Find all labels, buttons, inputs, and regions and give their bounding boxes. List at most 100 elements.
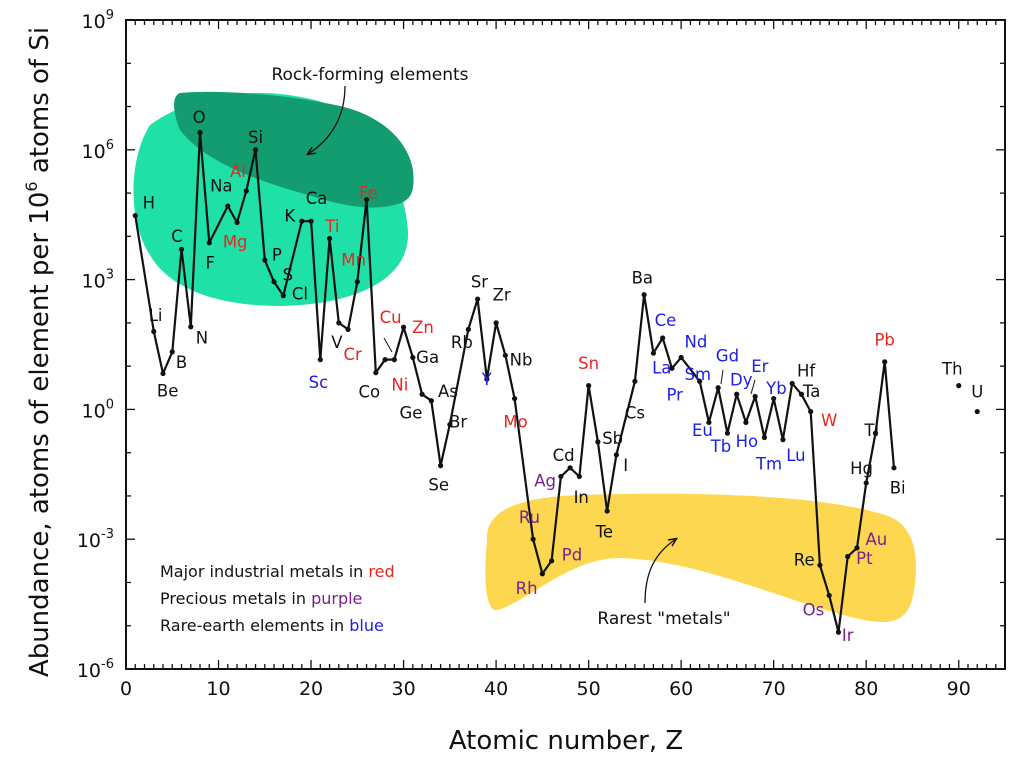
- rock-forming-annotation: Rock-forming elements: [271, 65, 468, 85]
- label-si: Si: [248, 128, 263, 147]
- label-gd: Gd: [716, 346, 739, 365]
- label-mn: Mn: [341, 251, 366, 270]
- label-s: S: [283, 265, 293, 284]
- point-zn: [400, 324, 407, 330]
- label-te: Te: [595, 522, 613, 541]
- point-yb: [771, 395, 777, 402]
- label-leaders: [383, 337, 756, 395]
- label-pt: Pt: [856, 549, 873, 568]
- label-ba: Ba: [632, 268, 653, 287]
- point-sc: [317, 357, 323, 363]
- label-sm: Sm: [685, 365, 712, 384]
- point-n: [188, 324, 194, 330]
- point-rb: [465, 326, 471, 332]
- point-ce: [660, 335, 666, 341]
- point-nd: [678, 354, 684, 361]
- point-zr: [493, 320, 499, 326]
- rarest-metals-region: [485, 493, 917, 623]
- label-os: Os: [803, 600, 825, 619]
- point-sm: [697, 378, 703, 384]
- point-er: [752, 393, 758, 400]
- point-mo: [512, 395, 518, 402]
- label-ga: Ga: [416, 348, 439, 367]
- series-lines: [134, 131, 896, 634]
- label-b: B: [176, 353, 187, 372]
- point-br: [447, 421, 453, 428]
- point-tb: [724, 430, 731, 436]
- label-eu: Eu: [692, 421, 713, 440]
- y-tick-base: 10: [82, 400, 106, 422]
- label-ce: Ce: [655, 311, 677, 330]
- point-c: [178, 246, 185, 252]
- point-as: [428, 398, 434, 404]
- y-tick-base: 10: [77, 530, 101, 552]
- label-re: Re: [794, 551, 815, 570]
- label-f: F: [205, 253, 215, 272]
- label-ho: Ho: [736, 432, 759, 451]
- er-leader-line: [750, 379, 756, 395]
- legend-text-prefix: Precious metals in: [160, 589, 311, 608]
- label-tl: Tl: [863, 421, 879, 440]
- label-dy: Dy: [730, 371, 753, 390]
- point-sr: [475, 296, 481, 302]
- label-ni: Ni: [391, 375, 408, 394]
- label-y: Y: [481, 370, 493, 389]
- label-zr: Zr: [493, 286, 511, 305]
- label-li: Li: [149, 306, 163, 325]
- legend-text-color-word: blue: [349, 616, 384, 635]
- label-h: H: [143, 194, 155, 213]
- label-se: Se: [428, 476, 449, 495]
- label-sb: Sb: [602, 429, 623, 448]
- label-er: Er: [751, 357, 768, 376]
- label-ru: Ru: [519, 508, 540, 527]
- y-tick-exponent: -6: [101, 657, 114, 672]
- legend-line-industrial: Major industrial metals in red: [160, 562, 395, 581]
- point-ho: [743, 419, 749, 425]
- point-hg: [863, 480, 869, 486]
- label-yb: Yb: [765, 379, 787, 398]
- label-sc: Sc: [309, 373, 329, 392]
- rock-forming-region-dark: [174, 91, 414, 208]
- x-tick-labels: 0 10 20 30 40 50 60 70 80 90: [120, 678, 971, 700]
- point-ca: [308, 218, 314, 224]
- label-be: Be: [157, 381, 178, 400]
- y-tick-label: 100: [82, 397, 114, 422]
- legend-text-prefix: Major industrial metals in: [160, 562, 368, 581]
- label-al: Al: [230, 162, 246, 181]
- point-sn: [586, 383, 592, 389]
- label-w: W: [821, 411, 837, 430]
- point-cd: [567, 465, 573, 471]
- y-tick-label: 103: [82, 268, 114, 293]
- label-ge: Ge: [400, 403, 423, 422]
- point-s: [271, 279, 277, 285]
- point-dy: [734, 391, 740, 397]
- point-th: [956, 383, 962, 389]
- point-mg: [234, 219, 240, 226]
- point-rh: [539, 571, 545, 577]
- point-ge: [419, 391, 425, 397]
- label-la: La: [652, 358, 671, 377]
- x-tick-label: 60: [669, 678, 693, 700]
- y-axis-title-main: Abundance, atoms of element per 10: [25, 192, 55, 678]
- label-sn: Sn: [578, 354, 599, 373]
- point-tm: [761, 434, 768, 441]
- y-tick-exponent: 9: [106, 8, 114, 23]
- point-gd: [715, 385, 721, 391]
- point-be: [160, 370, 166, 377]
- gd-leader-line: [720, 369, 724, 385]
- label-cs: Cs: [625, 403, 645, 422]
- point-u: [974, 408, 980, 415]
- label-u: U: [971, 383, 983, 402]
- label-v: V: [331, 333, 343, 352]
- point-re: [817, 562, 823, 568]
- label-co: Co: [359, 383, 381, 402]
- label-au: Au: [866, 530, 888, 549]
- point-cl: [280, 293, 286, 299]
- point-b: [169, 349, 175, 355]
- legend-line-precious: Precious metals in purple: [160, 589, 362, 608]
- x-tick-label: 10: [206, 678, 230, 700]
- point-tl: [872, 430, 879, 436]
- y-tick-base: 10: [82, 11, 106, 33]
- label-ir: Ir: [842, 626, 854, 645]
